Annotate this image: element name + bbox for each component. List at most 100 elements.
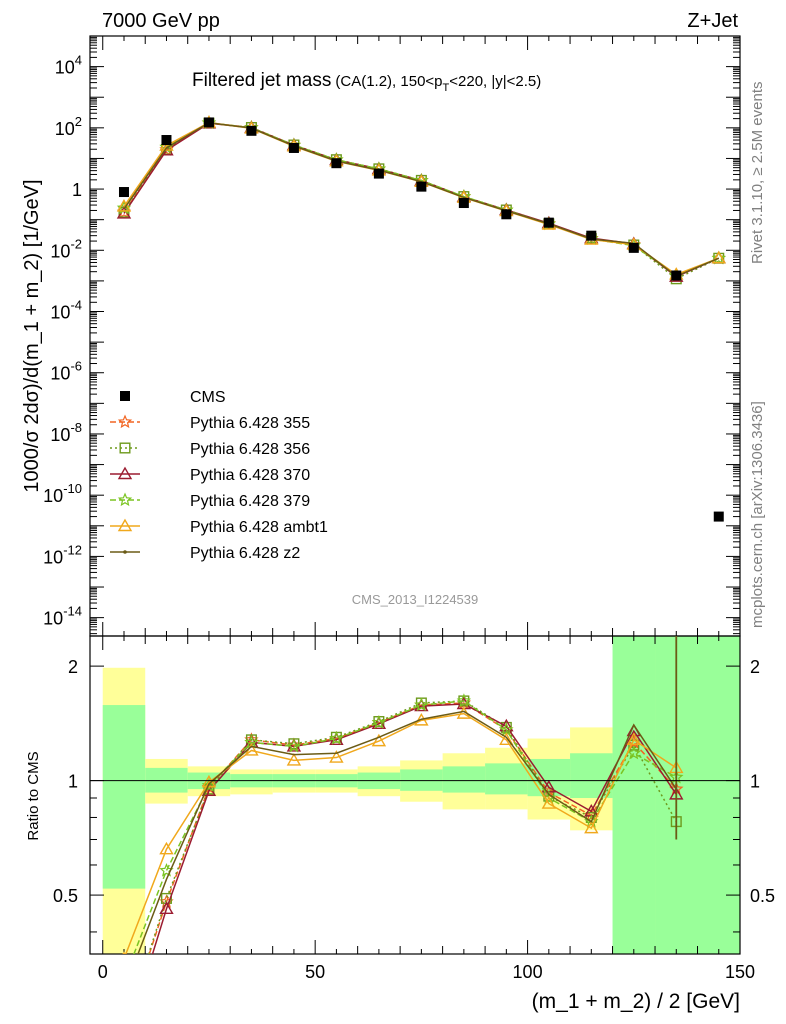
main-series-group: [118, 117, 725, 285]
main-y-tick-label: 10-10: [43, 481, 82, 506]
series-marker: [329, 730, 344, 745]
main-series-group: [116, 115, 726, 282]
ratio-y-tick-label: 0.5: [750, 886, 775, 906]
legend-label: Pythia 6.428 379: [190, 493, 310, 510]
series-marker: [626, 732, 641, 746]
main-y-tick-label: 10-4: [50, 298, 82, 323]
main-y-tick-label: 10-8: [50, 420, 82, 445]
x-tick-label: 150: [725, 962, 755, 982]
cms-data-point: [331, 158, 342, 169]
ratio-y-tick-label: 2: [750, 657, 760, 677]
x-tick-label: 100: [513, 962, 543, 982]
cms-data-point: [458, 198, 469, 209]
x-axis-label: (m_1 + m_2) / 2 [GeV]: [532, 990, 740, 1013]
cms-data-point: [628, 242, 639, 253]
main-series-line: [123, 122, 720, 280]
green-band-bin: [527, 758, 571, 797]
series-marker: [117, 414, 133, 429]
ratio-series-line: [137, 710, 677, 954]
cms-data-points: [118, 117, 724, 522]
main-series-lines: [116, 115, 726, 285]
cms-data-point: [373, 168, 384, 179]
series-marker: [329, 750, 344, 763]
green-band-bin: [485, 763, 528, 795]
cms-data-point: [246, 125, 257, 136]
main-y-tick-label: 10-14: [43, 604, 82, 629]
green-band-bin: [102, 705, 146, 889]
cms-data-point: [288, 142, 299, 153]
ratio-y-axis-ticks: 0.5 0.5 1 1 2 2: [53, 657, 775, 933]
series-marker: [159, 901, 174, 915]
ratio-series-lines: [118, 636, 684, 985]
main-y-axis-ticks: 104 102 1 10-2 10-4 10-6 10-8 10-10 10-12 10-14: [43, 35, 740, 635]
main-y-tick-label: 10-2: [50, 236, 82, 261]
ratio-y-tick-label: 2: [68, 657, 78, 677]
main-y-tick-label: 104: [55, 53, 82, 78]
main-series-line: [123, 121, 720, 278]
main-series-line: [123, 122, 720, 278]
ratio-plot-frame: [89, 635, 741, 955]
series-marker: [414, 697, 429, 712]
series-marker: [117, 492, 133, 507]
series-marker: [499, 732, 514, 746]
ratio-series-line: [148, 702, 677, 954]
series-marker: [584, 820, 599, 834]
cms-data-point: [161, 135, 172, 146]
series-marker: [286, 753, 302, 766]
plot-title-main: Filtered jet mass: [192, 70, 331, 91]
series-marker: [414, 712, 429, 726]
cms-data-point: [203, 117, 214, 128]
series-marker: [118, 974, 129, 985]
series-marker: [456, 693, 472, 708]
x-axis-ticks: 0 50 100 150: [98, 36, 755, 982]
series-marker: [286, 738, 302, 753]
main-y-tick-label: 10-6: [50, 359, 82, 384]
main-y-tick-label: 1: [72, 180, 82, 200]
cms-data-point: [713, 511, 724, 522]
plot-title-sub-post: <220, |y|<2.5): [449, 73, 541, 90]
cms-data-point: [118, 187, 129, 198]
ratio-uncertainty-bands: [102, 636, 740, 954]
cms-data-point: [416, 181, 427, 192]
series-marker: [371, 733, 387, 747]
green-band-bin: [655, 636, 740, 954]
ratio-series-group: [137, 710, 677, 954]
main-y-tick-label: 10-12: [43, 542, 82, 567]
main-series-group: [116, 115, 726, 280]
main-y-tick-label: 102: [55, 114, 82, 139]
plot-title-sub-pre: (CA(1.2), 150<p: [335, 73, 442, 90]
cms-data-point: [671, 270, 682, 281]
main-series-group: [123, 121, 720, 278]
series-marker: [117, 518, 133, 532]
legend-marker-cms: [120, 391, 130, 401]
legend-label: Pythia 6.428 370: [190, 467, 310, 484]
series-marker: [371, 715, 387, 729]
legend: CMS Pythia 6.428 355 Pythia 6.428 356 Pythi…: [110, 389, 328, 562]
green-band-bin: [442, 766, 486, 793]
legend-label: Pythia 6.428 z2: [190, 545, 300, 562]
ratio-y-tick-label: 1: [68, 772, 78, 792]
cms-data-point: [501, 209, 512, 220]
series-marker: [711, 250, 726, 264]
series-marker: [117, 466, 133, 480]
main-series-group: [116, 115, 726, 282]
x-tick-label: 50: [305, 962, 325, 982]
series-marker: [119, 442, 131, 454]
ratio-y-axis-label: Ratio to CMS: [25, 751, 42, 840]
main-series-group: [116, 115, 726, 283]
ratio-y-tick-label: 0.5: [53, 886, 78, 906]
x-tick-label: 0: [98, 962, 108, 982]
series-marker: [541, 796, 557, 809]
ratio-series-line: [147, 700, 677, 954]
legend-label: Pythia 6.428 355: [190, 415, 310, 432]
series-marker: [159, 841, 174, 855]
green-band-bin: [612, 636, 656, 954]
legend-label: Pythia 6.428 356: [190, 441, 310, 458]
series-marker: [626, 745, 641, 760]
analysis-watermark: CMS_2013_I1224539: [352, 592, 479, 607]
series-marker: [711, 250, 726, 265]
plot-title-sub-sub: T: [443, 82, 450, 94]
mcplots-reference-label: mcplots.cern.ch [arXiv:1306.3436]: [749, 401, 766, 628]
ratio-series-line: [151, 703, 677, 954]
